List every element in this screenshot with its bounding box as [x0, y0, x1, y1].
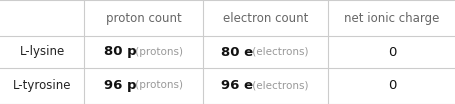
Text: (electrons): (electrons): [248, 47, 308, 57]
Text: 96 e: 96 e: [221, 79, 253, 92]
Text: (electrons): (electrons): [248, 80, 308, 90]
Text: 0: 0: [387, 79, 395, 92]
Text: 0: 0: [387, 46, 395, 58]
Text: 80 p: 80 p: [104, 46, 136, 58]
Text: net ionic charge: net ionic charge: [344, 12, 439, 25]
Text: L-lysine: L-lysine: [20, 46, 65, 58]
Text: electron count: electron count: [222, 12, 308, 25]
Text: proton count: proton count: [106, 12, 181, 25]
Text: L-tyrosine: L-tyrosine: [13, 79, 71, 92]
Text: 96 p: 96 p: [104, 79, 136, 92]
Text: (protons): (protons): [132, 80, 182, 90]
Text: 80 e: 80 e: [221, 46, 253, 58]
Text: (protons): (protons): [132, 47, 182, 57]
